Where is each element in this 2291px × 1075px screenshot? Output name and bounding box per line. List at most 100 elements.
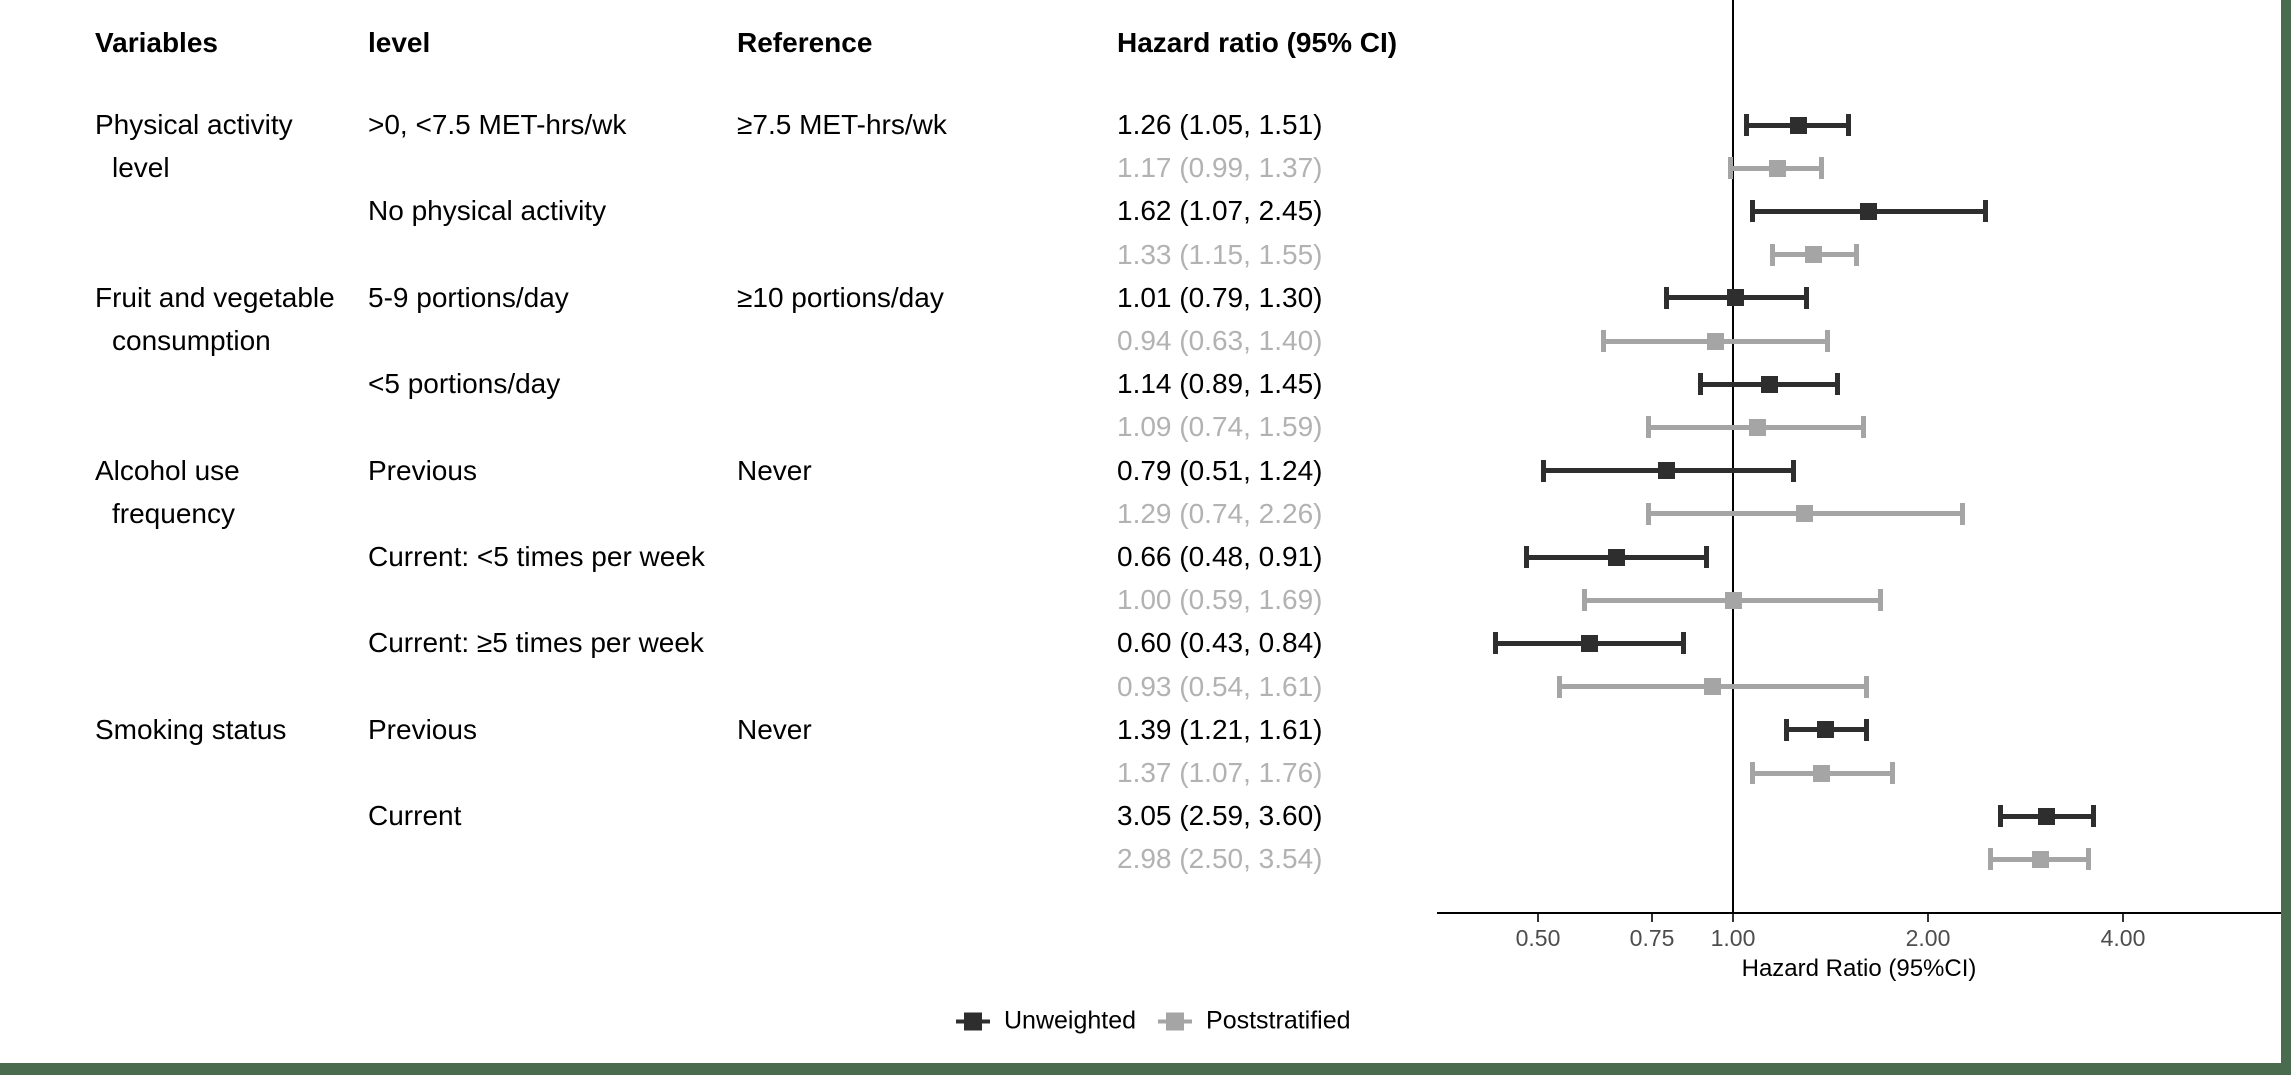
point-estimate-square — [1817, 721, 1835, 739]
frame-right-edge — [2281, 0, 2291, 1075]
legend-label: Unweighted — [1004, 1006, 1137, 1035]
legend: Unweighted Poststratified — [956, 1007, 1351, 1036]
confidence-interval-cap — [1998, 805, 2004, 828]
x-tick-mark — [1732, 914, 1734, 922]
confidence-interval-cap — [1819, 157, 1825, 180]
point-estimate-square — [2038, 807, 2056, 825]
confidence-interval-cap — [1697, 373, 1703, 396]
point-estimate-square — [1860, 202, 1878, 220]
confidence-interval-cap — [1664, 286, 1670, 309]
level-label: Previous — [368, 713, 477, 745]
hazard-ratio-value: 0.79 (0.51, 1.24) — [1117, 454, 1323, 486]
confidence-interval-cap — [1645, 502, 1651, 525]
point-estimate-square — [1727, 289, 1745, 307]
confidence-interval-cap — [1703, 546, 1709, 568]
level-label: >0, <7.5 MET-hrs/wk — [368, 109, 627, 140]
confidence-interval-cap — [1524, 546, 1530, 568]
hazard-ratio-value: 0.93 (0.54, 1.61) — [1117, 670, 1323, 702]
legend-item: Poststratified — [1158, 1007, 1351, 1036]
column-header-reference: Reference — [737, 27, 873, 58]
confidence-interval-cap — [1853, 243, 1859, 266]
hazard-ratio-value: 2.98 (2.50, 3.54) — [1117, 843, 1323, 875]
confidence-interval-cap — [1600, 330, 1606, 352]
hazard-ratio-value: 1.14 (0.89, 1.45) — [1117, 368, 1323, 400]
legend-label: Poststratified — [1206, 1006, 1351, 1035]
confidence-interval-cap — [1582, 589, 1588, 612]
confidence-interval-cap — [1864, 675, 1870, 698]
confidence-interval-cap — [1864, 718, 1870, 741]
x-tick-mark — [1537, 914, 1539, 922]
point-estimate-square — [1724, 591, 1742, 609]
x-axis-title: Hazard Ratio (95%CI) — [1741, 955, 1977, 982]
hazard-ratio-value: 0.66 (0.48, 0.91) — [1117, 541, 1323, 572]
confidence-interval-cap — [1988, 848, 1994, 871]
confidence-interval-cap — [1982, 200, 1988, 223]
variable-label: consumption — [112, 325, 271, 356]
x-tick-label: 0.75 — [1629, 925, 1675, 951]
variable-label: level — [112, 152, 170, 184]
legend-item: Unweighted — [956, 1007, 1136, 1036]
level-label: Current: ≥5 times per week — [368, 627, 704, 659]
confidence-interval-cap — [1744, 114, 1750, 136]
x-tick-mark — [1651, 914, 1654, 922]
hazard-ratio-value: 1.00 (0.59, 1.69) — [1117, 584, 1323, 616]
reference-label: Never — [737, 454, 812, 486]
hazard-ratio-value: 1.09 (0.74, 1.59) — [1117, 411, 1323, 443]
level-label: Previous — [368, 454, 477, 486]
x-tick-mark — [1927, 914, 1929, 922]
point-estimate-square — [1761, 375, 1779, 393]
level-label: <5 portions/day — [368, 368, 561, 400]
point-estimate-square — [1789, 116, 1807, 134]
confidence-interval-cap — [1645, 416, 1651, 439]
confidence-interval-cap — [1749, 762, 1755, 784]
point-estimate-square — [1804, 246, 1822, 264]
reference-label: Never — [737, 713, 812, 745]
variable-label: Smoking status — [95, 713, 287, 745]
confidence-interval-cap — [2090, 805, 2096, 828]
confidence-interval-cap — [1878, 589, 1884, 612]
column-header-hazard-ratio: Hazard ratio (95% CI) — [1117, 27, 1398, 58]
reference-label: ≥10 portions/day — [737, 281, 944, 313]
confidence-interval-cap — [1825, 330, 1831, 352]
legend-key-icon — [1158, 1011, 1193, 1031]
hazard-ratio-value: 1.37 (1.07, 1.76) — [1117, 757, 1323, 788]
point-estimate-square — [1813, 764, 1831, 782]
frame-bottom-edge — [0, 1063, 2291, 1075]
point-estimate-square — [1658, 462, 1676, 480]
hazard-ratio-value: 1.33 (1.15, 1.55) — [1117, 238, 1323, 270]
confidence-interval-cap — [1889, 762, 1895, 784]
hazard-ratio-value: 1.26 (1.05, 1.51) — [1117, 109, 1323, 140]
variable-label: Physical activity — [95, 109, 293, 140]
hazard-ratio-value: 1.62 (1.07, 2.45) — [1117, 195, 1323, 227]
level-label: No physical activity — [368, 195, 607, 227]
level-label: Current — [368, 800, 462, 832]
column-header-level: level — [368, 27, 431, 58]
point-estimate-square — [1707, 332, 1725, 350]
confidence-interval-cap — [1835, 373, 1841, 396]
x-axis-line — [1437, 912, 2281, 914]
x-tick-label: 0.50 — [1515, 925, 1561, 951]
level-label: 5-9 portions/day — [368, 281, 569, 313]
hazard-ratio-value: 0.94 (0.63, 1.40) — [1117, 325, 1323, 356]
confidence-interval-cap — [1727, 157, 1733, 180]
x-tick-label: 1.00 — [1710, 925, 1756, 951]
x-tick-mark — [2122, 914, 2124, 922]
confidence-interval-cap — [1749, 200, 1755, 223]
point-estimate-square — [2031, 850, 2049, 868]
confidence-interval-cap — [1557, 675, 1563, 698]
column-header-variables: Variables — [95, 27, 218, 58]
confidence-interval-cap — [2086, 848, 2092, 871]
point-estimate-square — [1580, 634, 1598, 652]
confidence-interval-cap — [1769, 243, 1775, 266]
x-tick-label: 2.00 — [1905, 925, 1951, 951]
hazard-ratio-value: 1.01 (0.79, 1.30) — [1117, 281, 1323, 313]
hazard-ratio-value: 1.29 (0.74, 2.26) — [1117, 497, 1323, 529]
point-estimate-square — [1607, 548, 1625, 566]
variable-label: Fruit and vegetable — [95, 281, 335, 313]
point-estimate-square — [1748, 418, 1766, 436]
confidence-interval-cap — [1860, 416, 1866, 439]
hazard-ratio-value: 1.17 (0.99, 1.37) — [1117, 152, 1323, 184]
point-estimate-square — [1796, 505, 1814, 523]
